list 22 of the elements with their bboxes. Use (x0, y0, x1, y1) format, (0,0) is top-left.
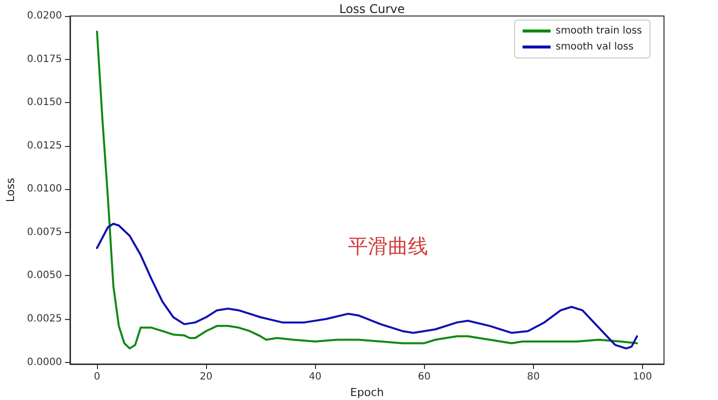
x-tick-label: 0 (94, 372, 100, 382)
x-tick-label: 40 (308, 372, 322, 382)
chart-title: Loss Curve (339, 2, 405, 16)
y-tick-label: 0.0050 (27, 270, 62, 282)
legend-label: smooth train loss (556, 26, 642, 36)
x-tick-label: 100 (632, 372, 652, 382)
y-tick-label: 0.0175 (27, 54, 62, 65)
y-tick-label: 0.0000 (27, 356, 62, 368)
x-axis-title: Epoch (350, 386, 384, 399)
y-tick-label: 0.0100 (27, 184, 62, 195)
y-axis-title: Loss (4, 178, 18, 202)
legend-label: smooth val loss (556, 42, 634, 52)
y-tick-label: 0.0125 (27, 140, 62, 152)
line-series (96, 222, 638, 350)
y-tick-label: 0.0025 (27, 313, 62, 324)
y-tick-label: 0.0200 (27, 10, 62, 22)
y-tick-label: 0.0075 (27, 226, 62, 238)
x-tick-label: 20 (200, 372, 212, 382)
x-tick-label: 80 (526, 372, 540, 382)
x-tick-label: 60 (418, 372, 431, 382)
annotation: 平滑曲线 (348, 234, 428, 258)
y-tick-label: 0.0150 (27, 97, 62, 108)
